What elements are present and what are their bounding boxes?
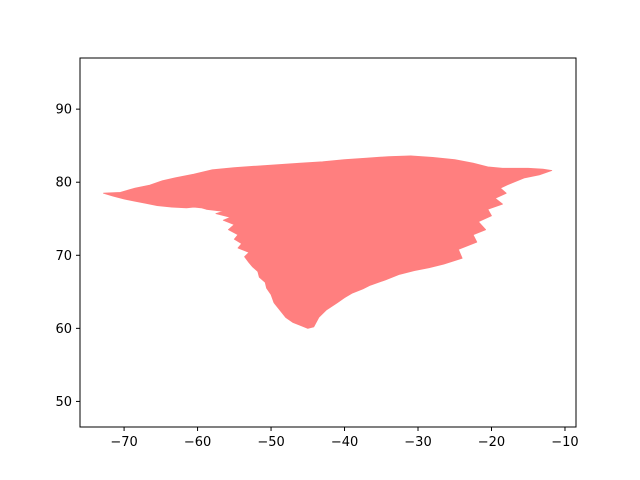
y-tick-label: 50 [55, 395, 72, 410]
greenland-outline-polygon [103, 155, 553, 329]
x-tick-label: −60 [184, 435, 211, 450]
x-tick-label: −30 [404, 435, 431, 450]
plot-area [103, 155, 553, 329]
axes-frame [79, 57, 577, 428]
x-tick-label: −20 [478, 435, 505, 450]
y-tick-label: 60 [55, 322, 72, 337]
y-tick-label: 90 [55, 103, 72, 118]
y-tick-label: 70 [55, 249, 72, 264]
x-axis: −70 −60 −50 −40 −30 −20 −10 [110, 427, 579, 450]
x-tick-label: −50 [257, 435, 284, 450]
x-tick-label: −10 [551, 435, 578, 450]
y-axis: 50 60 70 80 90 [55, 103, 80, 410]
y-tick-label: 80 [55, 176, 72, 191]
x-tick-label: −40 [331, 435, 358, 450]
x-tick-label: −70 [110, 435, 137, 450]
